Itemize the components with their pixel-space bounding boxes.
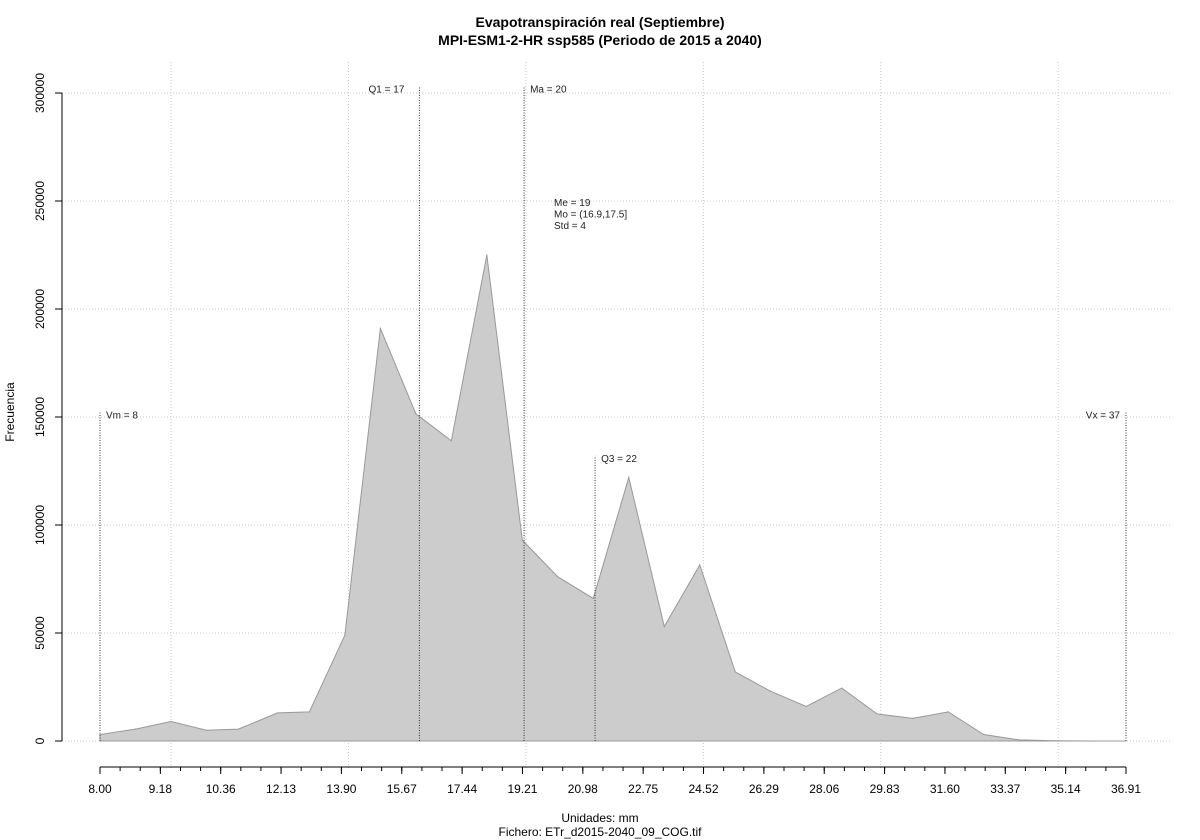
caption-filename: Fichero: ETr_d2015-2040_09_COG.tif (499, 825, 703, 839)
stat-line: Me = 19 (554, 198, 591, 209)
chart-title: Evapotranspiración real (Septiembre) (476, 14, 725, 30)
data-point (237, 728, 240, 730)
x-axis: 8.00 9.18 10.36 12.13 13.90 15.67 17.44 19.21 20… (88, 766, 1141, 796)
data-point (734, 671, 736, 673)
data-point (663, 625, 665, 628)
data-point (344, 634, 346, 636)
data-point (134, 728, 137, 730)
frequency-area (99, 254, 1126, 742)
data-point (699, 564, 701, 566)
data-point (947, 711, 949, 713)
data-point (983, 733, 985, 736)
y-tick-label: 100000 (33, 505, 47, 545)
y-axis: 0 50000 100000 150000 200000 250000 300000 (33, 73, 63, 744)
x-tick-label: 29.83 (870, 782, 900, 796)
reference-label: Q3 = 22 (601, 454, 637, 465)
y-tick-label: 200000 (33, 289, 47, 329)
x-tick-label: 28.06 (809, 782, 839, 796)
data-point (99, 733, 101, 736)
data-point (486, 254, 488, 256)
x-tick-label: 17.44 (447, 782, 477, 796)
reference-lines: Vm = 8 Q1 = 17 Ma = 20 Q3 = 22 Vx = 37 (99, 85, 1127, 742)
x-tick-label: 15.67 (387, 782, 417, 796)
data-point (876, 713, 878, 715)
x-tick-label: 26.29 (749, 782, 779, 796)
stat-line: Std = 4 (554, 221, 586, 232)
data-point (1018, 739, 1020, 741)
data-point (1054, 740, 1056, 742)
data-point (805, 705, 807, 708)
stat-line: Mo = (16.9,17.5] (554, 210, 627, 221)
x-axis-label: Unidades: mm (561, 811, 638, 825)
data-point (415, 413, 417, 415)
data-point (308, 711, 310, 713)
data-point (557, 576, 559, 578)
data-point (379, 327, 381, 330)
x-tick-label: 24.52 (689, 782, 719, 796)
data-point (170, 720, 172, 723)
x-tick-label: 22.75 (628, 782, 658, 796)
y-tick-label: 250000 (33, 181, 47, 221)
chart-subtitle: MPI-ESM1-2-HR ssp585 (Periodo de 2015 a … (438, 32, 762, 48)
x-tick-label: 13.90 (326, 782, 356, 796)
data-point (521, 539, 523, 541)
data-point (450, 440, 452, 442)
x-tick-label: 20.98 (568, 782, 598, 796)
reference-label: Q1 = 17 (369, 85, 405, 96)
data-point (1089, 740, 1091, 742)
y-tick-label: 150000 (33, 397, 47, 437)
x-tick-label: 33.37 (990, 782, 1020, 796)
data-point (205, 729, 208, 731)
data-point (770, 690, 772, 692)
x-tick-label: 35.14 (1051, 782, 1081, 796)
y-tick-label: 300000 (33, 73, 47, 113)
data-point (592, 597, 594, 600)
data-point (276, 712, 279, 714)
data-point (912, 717, 914, 719)
data-point (841, 687, 843, 689)
data-point (628, 476, 630, 479)
y-tick-label: 0 (33, 737, 47, 744)
x-tick-label: 8.00 (88, 782, 112, 796)
x-tick-label: 10.36 (206, 782, 236, 796)
x-tick-label: 31.60 (930, 782, 960, 796)
x-tick-label: 9.18 (149, 782, 173, 796)
y-tick-label: 50000 (33, 616, 47, 650)
reference-label: Ma = 20 (530, 85, 567, 96)
x-tick-label: 19.21 (507, 782, 537, 796)
y-axis-label: Frecuencia (3, 382, 17, 442)
reference-label: Vx = 37 (1086, 411, 1121, 422)
x-tick-label: 36.91 (1111, 782, 1141, 796)
reference-label: Vm = 8 (106, 411, 138, 422)
x-tick-label: 12.13 (266, 782, 296, 796)
